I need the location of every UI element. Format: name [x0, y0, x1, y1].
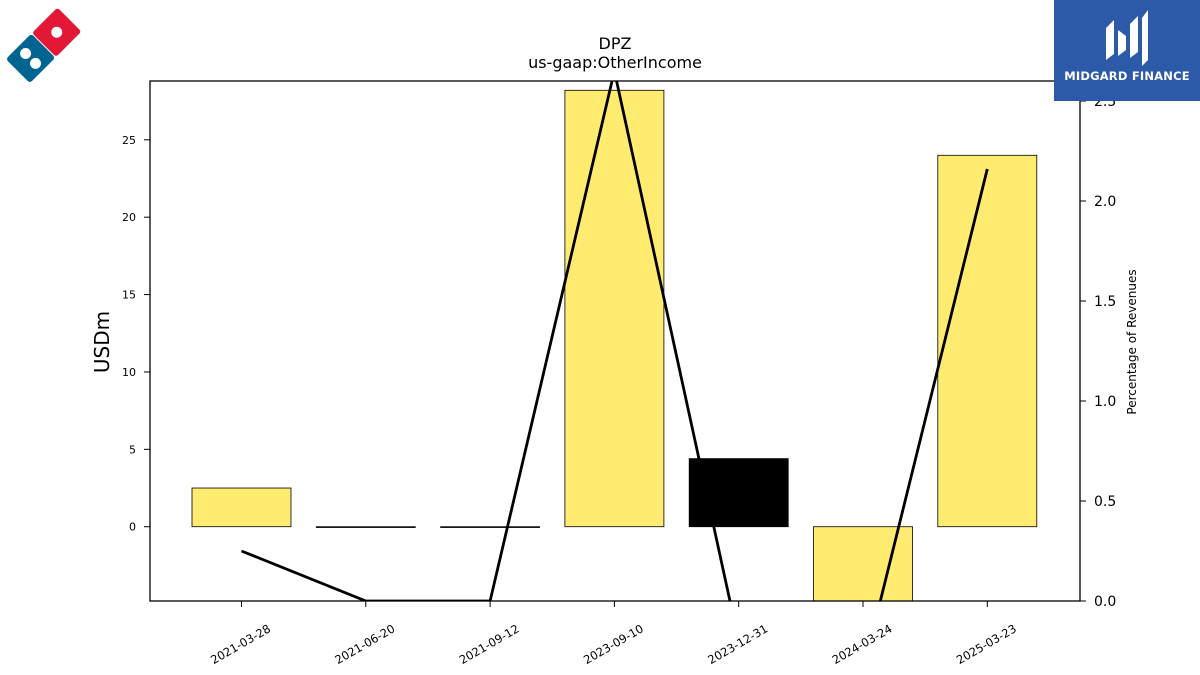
- y-axis-label: USDm: [90, 311, 114, 373]
- bar-2024-03-24: [813, 526, 913, 601]
- y-tick-label: 20: [122, 211, 136, 224]
- x-tick-label: 2025-03-23: [954, 621, 1019, 667]
- y2-tick-label: 1.0: [1094, 394, 1116, 410]
- company-logo: [7, 8, 81, 82]
- y-tick-label: 15: [122, 289, 136, 302]
- y2-tick-label: 0.5: [1094, 494, 1116, 510]
- y2-axis-label: Percentage of Revenues: [1125, 269, 1139, 414]
- x-tick-label: 2021-09-12: [457, 621, 522, 667]
- x-tick-label: 2023-09-10: [581, 621, 646, 667]
- bar-2025-03-23: [937, 154, 1038, 528]
- bar-2021-06-20: [315, 526, 416, 528]
- bar-2023-09-10: [564, 89, 665, 528]
- chart-subtitle: us-gaap:OtherIncome: [528, 53, 702, 72]
- bar-2021-03-28: [191, 487, 292, 528]
- bar-2023-12-31: [688, 458, 789, 528]
- publisher-logo-mark: [1106, 10, 1148, 66]
- bar-2021-09-12: [440, 526, 541, 528]
- y-tick-label: 10: [122, 366, 136, 379]
- y2-tick-label: 0.0: [1094, 594, 1116, 610]
- y-tick-label: 5: [129, 443, 136, 456]
- x-tick-label: 2021-06-20: [332, 621, 397, 667]
- chart-title: DPZ: [599, 34, 632, 53]
- y2-tick-label: 2.0: [1094, 194, 1116, 210]
- publisher-logo: MIDGARD FINANCE: [1054, 0, 1200, 101]
- x-tick-label: 2023-12-31: [705, 621, 770, 667]
- y-tick-label: 25: [122, 134, 136, 147]
- plot-frame: [149, 80, 1081, 602]
- publisher-name: MIDGARD FINANCE: [1064, 69, 1190, 83]
- x-tick-label: 2024-03-24: [830, 621, 895, 667]
- x-tick-label: 2021-03-28: [208, 621, 273, 667]
- y-tick-label: 0: [129, 521, 136, 534]
- y2-tick-label: 1.5: [1094, 294, 1116, 310]
